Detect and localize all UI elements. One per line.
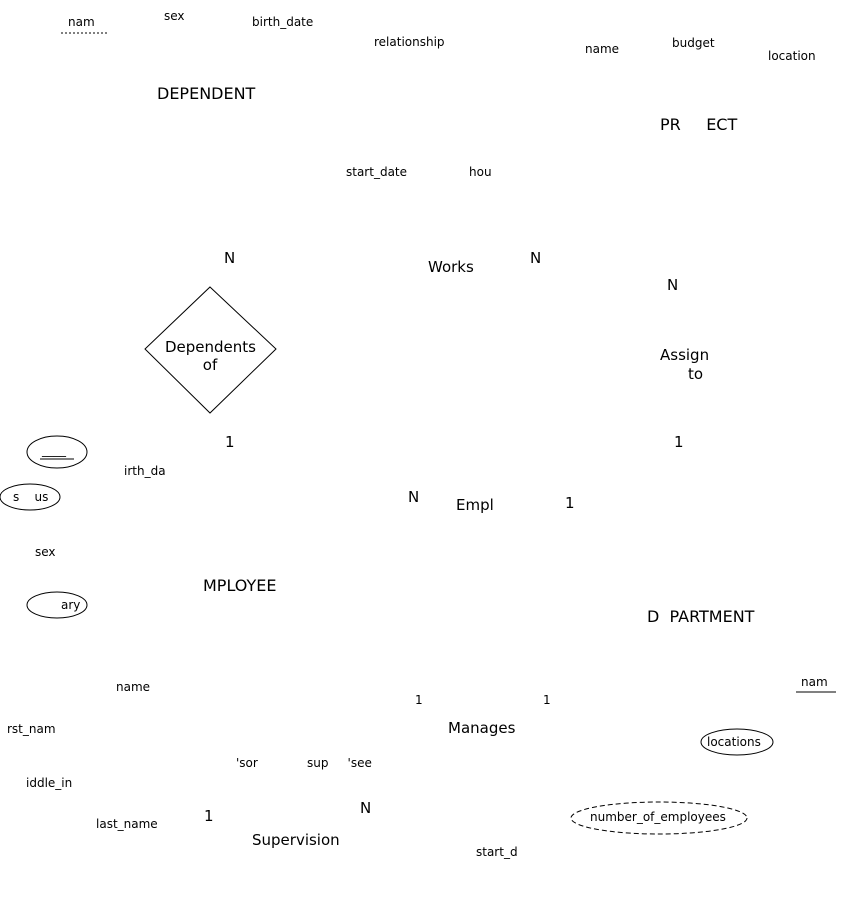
attr-employee-name: name xyxy=(116,680,151,694)
relationship-assign-line1: Assign xyxy=(660,346,710,364)
emp-salary-ellipse xyxy=(26,591,88,619)
attr-project-budget: budget xyxy=(672,36,715,50)
relationship-works: Works xyxy=(428,258,474,276)
entity-employee: MPLOYEE xyxy=(203,576,277,595)
attr-department-name: nam xyxy=(801,675,828,689)
attr-project-location: location xyxy=(768,49,816,63)
attr-employee-last-name: last_name xyxy=(96,817,158,831)
emp-id-ellipse xyxy=(26,435,88,469)
cardinality-works-right: N xyxy=(530,249,542,267)
entity-department: D PARTMENT xyxy=(647,607,755,626)
role-supervisee: sup 'see xyxy=(307,756,372,770)
attr-department-number-of-employees: number_of_employees xyxy=(590,810,726,824)
cardinality-empl-department: 1 xyxy=(565,494,575,512)
attr-employee-first-name: rst_nam xyxy=(7,722,56,736)
cardinality-dependents-employee: 1 xyxy=(225,433,235,451)
attr-dependent-name: nam xyxy=(68,15,95,29)
attr-department-locations: locations xyxy=(707,735,761,749)
cardinality-assign-department: 1 xyxy=(674,433,684,451)
attr-works-start-date: start_date xyxy=(346,165,408,179)
relationship-empl: Empl xyxy=(456,496,494,514)
attr-dependent-birth-date: birth_date xyxy=(252,15,314,29)
relationship-manages: Manages xyxy=(448,719,516,737)
cardinality-empl-employee: N xyxy=(408,488,420,506)
relationship-dependents-of-line2: of xyxy=(202,356,218,374)
entity-project: PR ECT xyxy=(660,115,738,134)
relationship-assign-line2: to xyxy=(688,365,704,383)
cardinality-assign-project: N xyxy=(667,276,679,294)
dependents-of-diamond xyxy=(144,286,277,414)
attr-manages-start-date: start_d xyxy=(476,845,518,859)
attr-project-name: name xyxy=(585,42,620,56)
emp-status-ellipse xyxy=(0,483,61,511)
cardinality-works-left: N xyxy=(224,249,236,267)
attr-employee-status: s us xyxy=(13,490,49,504)
cardinality-manages-employee: 1 xyxy=(415,693,423,707)
attr-works-hours: hou xyxy=(469,165,492,179)
attr-employee-middle-initial: iddle_in xyxy=(26,776,73,790)
attr-employee-sex: sex xyxy=(35,545,56,559)
attr-dependent-sex: sex xyxy=(164,9,185,23)
entity-dependent: DEPENDENT xyxy=(157,84,256,103)
dept-locations-ellipse xyxy=(700,728,774,756)
cardinality-supervision-supervisee: N xyxy=(360,799,372,817)
attr-employee-salary: ary xyxy=(61,598,81,612)
attr-employee-id: ____ xyxy=(42,443,66,457)
attr-dependent-relationship: relationship xyxy=(374,35,445,49)
role-supervisor: 'sor xyxy=(236,756,258,770)
attr-employee-birth-date: irth_da xyxy=(124,464,166,478)
cardinality-manages-department: 1 xyxy=(543,693,551,707)
relationship-dependents-of-line1: Dependents xyxy=(165,338,256,356)
dept-number-of-employees-ellipse xyxy=(570,801,748,835)
relationship-supervision: Supervision xyxy=(252,831,340,849)
cardinality-supervision-supervisor: 1 xyxy=(204,807,214,825)
